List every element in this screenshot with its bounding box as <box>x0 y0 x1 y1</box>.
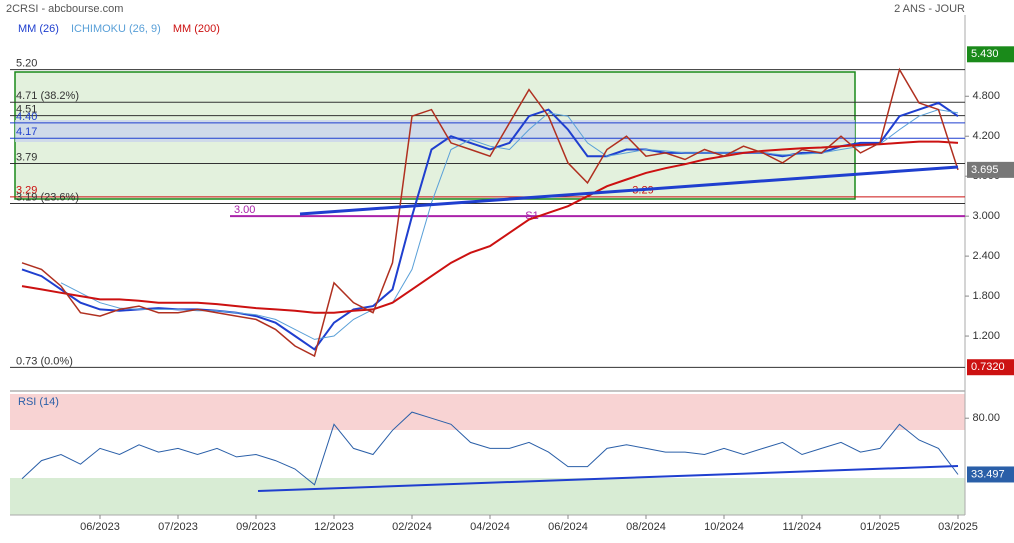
x-tick-label: 12/2023 <box>314 521 354 533</box>
chart-subtitle: 2 ANS - JOUR <box>894 3 965 15</box>
rsi-label: 33.497 <box>971 468 1005 480</box>
legend-entry: MM (26) <box>18 23 59 35</box>
x-tick-label: 08/2024 <box>626 521 666 533</box>
level-label: 4.17 <box>16 126 37 138</box>
x-tick-label: 09/2023 <box>236 521 276 533</box>
moving-average <box>21 140 959 314</box>
chart-title: 2CRSI - abcbourse.com <box>6 3 123 15</box>
level-label: 5.20 <box>16 58 37 70</box>
moving-average <box>60 109 959 340</box>
y-tick-label: 4.800 <box>972 90 1000 102</box>
x-tick-label: 07/2023 <box>158 521 198 533</box>
y-tick-label: 2.400 <box>972 250 1000 262</box>
x-tick-label: 04/2024 <box>470 521 510 533</box>
y-tick-label: 3.000 <box>972 210 1000 222</box>
x-tick-label: 06/2024 <box>548 521 588 533</box>
y-tick-label: 1.800 <box>972 290 1000 302</box>
price-label-box <box>967 359 1014 376</box>
level-label: 4.71 (38.2%) <box>16 90 79 102</box>
level-label: 3.29 <box>16 185 37 197</box>
x-tick-label: 02/2024 <box>392 521 432 533</box>
x-tick-label: 01/2025 <box>860 521 900 533</box>
rsi-trendline <box>257 465 959 492</box>
support-trendline <box>299 165 959 216</box>
price-label: 5.430 <box>971 48 999 60</box>
level-label: 0.73 (0.0%) <box>16 355 73 367</box>
legend-entry: MM (200) <box>173 23 220 35</box>
rsi-title: RSI (14) <box>18 396 59 408</box>
y-tick-label: 4.200 <box>972 130 1000 142</box>
price-line <box>21 67 959 358</box>
price-label: 3.695 <box>971 164 999 176</box>
legend-entry: ICHIMOKU (26, 9) <box>71 23 161 35</box>
price-label-box <box>967 46 1014 63</box>
rsi-line <box>21 411 959 486</box>
x-tick-label: 10/2024 <box>704 521 744 533</box>
level-label: 3.19 (23.6%) <box>16 191 79 203</box>
resistance-band <box>15 120 855 142</box>
oversold-zone <box>10 478 965 515</box>
level-label: 4.51 <box>16 103 37 115</box>
level-label: 3.79 <box>16 151 37 163</box>
rsi-label-box <box>967 466 1014 483</box>
y-tick-label: 80.00 <box>972 412 1000 424</box>
overbought-zone <box>10 394 965 430</box>
x-tick-label: 06/2023 <box>80 521 120 533</box>
price-label: 0.7320 <box>971 361 1005 373</box>
price-label-box <box>967 161 1014 178</box>
x-tick-label: 11/2024 <box>783 521 822 533</box>
x-tick-label: 03/2025 <box>938 521 978 533</box>
level-label: 4.40 <box>16 111 37 123</box>
y-tick-label: 1.200 <box>972 330 1000 342</box>
level-label: 3.00 <box>234 204 255 216</box>
